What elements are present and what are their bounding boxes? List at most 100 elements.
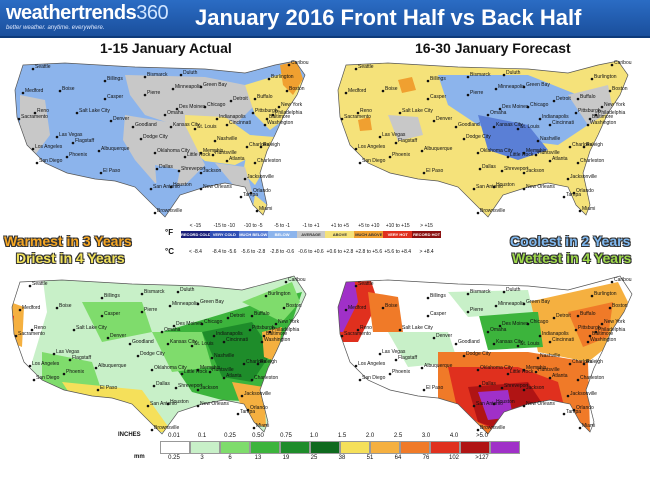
city-label: Oklahoma City xyxy=(480,148,513,154)
city-label: Duluth xyxy=(506,287,521,293)
city-label: Caribou xyxy=(291,60,309,66)
city-label: Chicago xyxy=(207,102,226,108)
legend-inches-value: 2.5 xyxy=(393,433,403,439)
panel-title-actual: 1-15 January Actual xyxy=(100,40,232,56)
city-marker xyxy=(476,151,480,155)
city-label: Cincinnati xyxy=(226,337,248,343)
city-label: Baltimore xyxy=(592,331,613,337)
city-label: Raleigh xyxy=(586,359,603,365)
city-marker xyxy=(534,153,538,157)
legend-inches-value: 4.0 xyxy=(449,433,459,439)
city-label: Las Vegas xyxy=(56,349,80,355)
city-label: Goodland xyxy=(132,339,154,345)
city-marker xyxy=(253,97,257,101)
city-label: Cincinnati xyxy=(552,120,574,126)
city-label: Duluth xyxy=(180,287,195,293)
city-label: Minneapolis xyxy=(175,84,202,90)
legend-mm-value: 6 xyxy=(228,455,232,461)
city-marker xyxy=(196,302,200,306)
city-label: Burlington xyxy=(268,291,291,297)
city-label: Casper xyxy=(430,311,446,317)
city-marker xyxy=(136,354,140,358)
city-label: Las Vegas xyxy=(59,132,83,138)
city-marker xyxy=(256,362,260,366)
city-label: Jacksonville xyxy=(570,391,597,397)
city-marker xyxy=(594,113,598,117)
city-marker xyxy=(378,352,382,356)
city-marker xyxy=(576,97,580,101)
city-label: Charlotte xyxy=(572,359,593,365)
city-marker xyxy=(576,314,580,318)
city-marker xyxy=(576,378,580,382)
city-marker xyxy=(32,378,36,382)
city-label: Billings xyxy=(430,76,446,82)
city-label: Brownsville xyxy=(480,208,506,214)
legend-temp-swatch: RECORD COLD xyxy=(181,231,210,238)
city-label: Huntsville xyxy=(538,367,560,373)
legend-mm-value: 3 xyxy=(200,455,204,461)
legend-temp-swatch: VERY COLD xyxy=(209,231,239,238)
city-label: Kansas City xyxy=(170,339,197,345)
city-marker xyxy=(177,169,181,173)
city-marker xyxy=(466,292,470,296)
legend-unit-f: °F xyxy=(165,228,174,237)
city-label: Indianapolis xyxy=(542,114,569,120)
city-marker xyxy=(33,111,37,115)
city-marker xyxy=(52,352,56,356)
legend-c-range: -2.8 to -0.6 xyxy=(270,249,295,255)
city-label: Indianapolis xyxy=(216,331,243,337)
city-marker xyxy=(265,117,269,121)
city-marker xyxy=(55,306,59,310)
city-label: Bismarck xyxy=(470,289,491,295)
city-label: Jackson xyxy=(526,385,545,391)
city-label: Sacramento xyxy=(21,114,48,120)
map-precip-actual: Seattle Medford Boise Reno Sacramento Salt La… xyxy=(2,272,322,437)
city-marker xyxy=(213,139,217,143)
city-label: San Antonio xyxy=(153,184,180,190)
legend-c-range: +2.8 to +5.6 xyxy=(355,249,383,255)
city-marker xyxy=(492,402,496,406)
city-label: Green Bay xyxy=(526,82,550,88)
city-label: Chicago xyxy=(204,319,223,325)
city-marker xyxy=(99,171,103,175)
city-label: Billings xyxy=(430,293,446,299)
city-marker xyxy=(486,113,490,117)
city-marker xyxy=(536,139,540,143)
city-marker xyxy=(588,117,592,121)
city-label: Jacksonville xyxy=(570,174,597,180)
city-label: Houston xyxy=(496,399,515,405)
city-marker xyxy=(242,362,246,366)
city-label: Salt Lake City xyxy=(402,108,433,114)
city-marker xyxy=(255,209,259,213)
city-marker xyxy=(552,99,556,103)
legend-mm-value: 25 xyxy=(310,455,318,461)
city-label: Cincinnati xyxy=(552,337,574,343)
logo-tagline: better weather. anytime. everywhere. xyxy=(6,25,105,31)
city-label: Las Vegas xyxy=(382,132,406,138)
legend-precip-swatch xyxy=(430,441,460,454)
city-label: Flagstaff xyxy=(398,138,418,144)
legend-inches-value: 0.50 xyxy=(252,433,264,439)
city-label: Minneapolis xyxy=(498,84,525,90)
city-label: Reno xyxy=(360,325,372,331)
city-marker xyxy=(610,280,614,284)
legend-precip-swatch xyxy=(340,441,370,454)
city-label: Raleigh xyxy=(263,142,280,148)
city-marker xyxy=(356,328,360,332)
city-marker xyxy=(552,316,556,320)
city-marker xyxy=(478,384,482,388)
city-marker xyxy=(572,191,576,195)
city-marker xyxy=(259,145,263,149)
city-label: Casper xyxy=(107,94,123,100)
city-label: Houston xyxy=(173,182,192,188)
city-marker xyxy=(516,344,520,348)
city-marker xyxy=(28,284,32,288)
city-label: Memphis xyxy=(526,148,547,154)
city-label: Indianapolis xyxy=(219,114,246,120)
city-marker xyxy=(203,105,207,109)
city-marker xyxy=(354,364,358,368)
city-marker xyxy=(31,67,35,71)
city-marker xyxy=(502,73,506,77)
city-marker xyxy=(140,292,144,296)
city-marker xyxy=(600,322,604,326)
